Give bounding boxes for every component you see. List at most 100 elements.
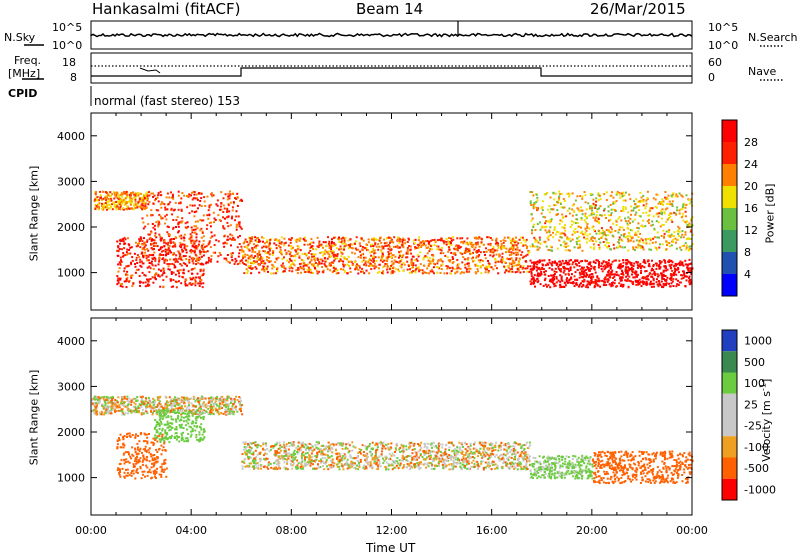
power-panel-cell [120,285,122,287]
power-panel-cell [275,272,277,274]
velocity-panel-cell [140,396,142,398]
power-panel-cell [423,271,425,273]
power-panel-cell [315,248,317,250]
power-panel-cell [625,220,627,222]
power-panel-cell [178,280,180,282]
power-panel-cell [468,265,470,267]
power-panel-cell [604,208,606,210]
power-panel-cell [652,265,654,267]
power-panel-cell [380,242,382,244]
power-panel-cell [343,247,345,249]
power-panel-cell [188,193,190,195]
power-panel-cell [629,235,631,237]
power-panel-cell [203,240,205,242]
power-panel-cell [504,237,506,239]
power-panel-cell [147,234,149,236]
power-panel-cell [687,266,689,268]
power-panel-cell [213,221,215,223]
power-panel-cell [168,197,170,199]
power-panel-cell [464,264,466,266]
power-panel-cell [186,206,188,208]
power-panel-cell [577,231,579,233]
power-panel-cell [622,259,624,261]
velocity-panel-cell [110,412,112,414]
power-panel-cell [656,265,658,267]
power-panel-cell [114,194,116,196]
power-panel-cell [675,265,677,267]
power-panel-cell [158,192,160,194]
power-panel-cell [467,244,469,246]
power-panel-cell [650,249,652,251]
power-panel-cell [636,239,638,241]
power-panel-cell [253,262,255,264]
power-panel-cell [635,207,637,209]
power-panel-cell [671,270,673,272]
power-panel-cell [236,229,238,231]
power-panel-cell [529,265,531,267]
power-panel-cell [632,276,634,278]
power-panel-cell [686,247,688,249]
power-panel-cell [562,266,564,268]
velocity-panel-cell [186,398,188,400]
power-panel-cell [374,267,376,269]
power-panel-cell [172,279,174,281]
velocity-panel-cell [129,398,131,400]
power-panel-cell [163,203,165,205]
power-panel-cell [418,270,420,272]
power-panel-cell [676,209,678,211]
power-panel-cell [177,216,179,218]
power-panel-cell [615,260,617,262]
power-panel-cell [536,207,538,209]
power-panel-cell [139,239,141,241]
power-panel-cell [585,228,587,230]
power-panel-cell [589,282,591,284]
power-panel-cell [688,263,690,265]
power-panel-cell [440,249,442,251]
power-panel-cell [567,210,569,212]
power-panel-cell [536,197,538,199]
power-panel-cell [170,280,172,282]
power-panel-cell [180,237,182,239]
power-panel-cell [140,193,142,195]
power-panel-cell [177,261,179,263]
power-panel-cell [333,270,335,272]
power-panel-cell [285,253,287,255]
power-panel-cell [437,260,439,262]
power-panel-cell [614,282,616,284]
power-panel-cell [652,224,654,226]
power-panel-cell [180,256,182,258]
power-panel-cell [604,268,606,270]
power-panel-cell [570,240,572,242]
power-panel-cell [178,258,180,260]
power-panel-cell [309,262,311,264]
power-panel-cell [342,263,344,265]
power-panel-cell [407,251,409,253]
power-panel-cell [119,267,121,269]
power-panel-cell [465,248,467,250]
power-panel-cell [541,268,543,270]
power-panel-cell [181,192,183,194]
power-panel-cell [406,261,408,263]
power-panel-cell [235,198,237,200]
power-panel-cell [671,221,673,223]
power-panel-cell [317,237,319,239]
power-panel-cell [440,260,442,262]
power-panel-cell [219,219,221,221]
power-panel-cell [472,244,474,246]
power-panel-cell [433,266,435,268]
power-panel-cell [546,231,548,233]
power-panel-cell [194,246,196,248]
velocity-panel-cell [210,404,212,406]
power-panel-cell [614,279,616,281]
power-panel-cell [126,274,128,276]
power-panel-cell [673,274,675,276]
power-panel-cell [453,248,455,250]
power-panel-cell [555,193,557,195]
velocity-panel-cell [165,396,167,398]
power-panel-cell [129,201,131,203]
velocity-panel-cell [221,403,223,405]
velocity-panel-cell [177,408,179,410]
power-panel-cell [139,259,141,261]
power-panel-cell [652,242,654,244]
power-panel-cell [155,245,157,247]
